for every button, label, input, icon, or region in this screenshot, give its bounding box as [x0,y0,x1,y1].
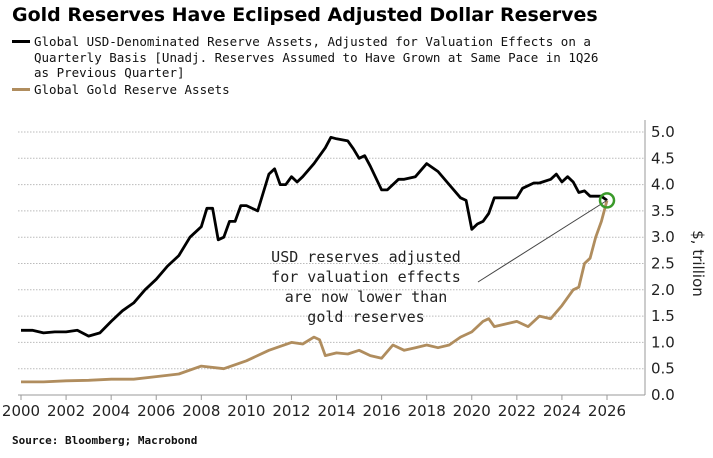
x-tick-label: 2024 [543,402,581,420]
y-tick-label: 4.5 [651,149,675,167]
y-tick-label: 4.0 [651,176,675,194]
legend-swatch-usd [12,40,30,43]
x-tick-label: 2020 [453,402,491,420]
x-tick-label: 2012 [272,402,310,420]
x-tick-label: 2010 [227,402,265,420]
y-tick-label: 3.5 [651,202,675,220]
x-tick-label: 2016 [363,402,401,420]
legend-item-gold: Global Gold Reserve Assets [12,82,614,98]
legend-item-usd: Global USD-Denominated Reserve Assets, A… [12,34,614,81]
y-tick-label: 0.0 [651,386,675,404]
x-tick-label: 2022 [498,402,536,420]
y-axis-label: $, trillion [689,230,707,296]
crossover-highlight-circle [598,192,616,209]
x-tick-label: 2002 [47,402,85,420]
annotation-text-line: gold reserves [307,308,424,326]
legend-swatch-gold [12,87,30,91]
y-tick-label: 1.5 [651,307,675,325]
series-line-usd [21,135,608,338]
x-tick-label: 2006 [137,402,175,420]
legend: Global USD-Denominated Reserve Assets, A… [12,34,614,98]
y-tick-label: 2.5 [651,255,675,273]
legend-label-usd: Global USD-Denominated Reserve Assets, A… [34,34,599,80]
y-tick-label: 1.0 [651,333,675,351]
series-line-gold [21,200,609,384]
x-tick-label: 2008 [182,402,220,420]
x-tick-label: 2000 [2,402,40,420]
x-tick-label: 2018 [408,402,446,420]
x-tick-label: 2014 [317,402,355,420]
y-tick-label: 0.5 [651,360,675,378]
x-tick-label: 2004 [92,402,130,420]
annotation-leader-line [477,199,608,283]
y-tick-label: 2.0 [651,281,675,299]
y-tick-label: 3.0 [651,228,675,246]
y-tick-label: 5.0 [651,123,675,141]
annotation-text-line: for valuation effects [271,268,461,286]
x-tick-label: 2026 [588,402,626,420]
chart-title: Gold Reserves Have Eclipsed Adjusted Dol… [12,4,598,26]
legend-label-gold: Global Gold Reserve Assets [34,81,230,97]
annotation-text-line: USD reserves adjusted [271,248,461,266]
source-note: Source: Bloomberg; Macrobond [12,434,198,447]
annotation-text-line: are now lower than [285,288,448,306]
